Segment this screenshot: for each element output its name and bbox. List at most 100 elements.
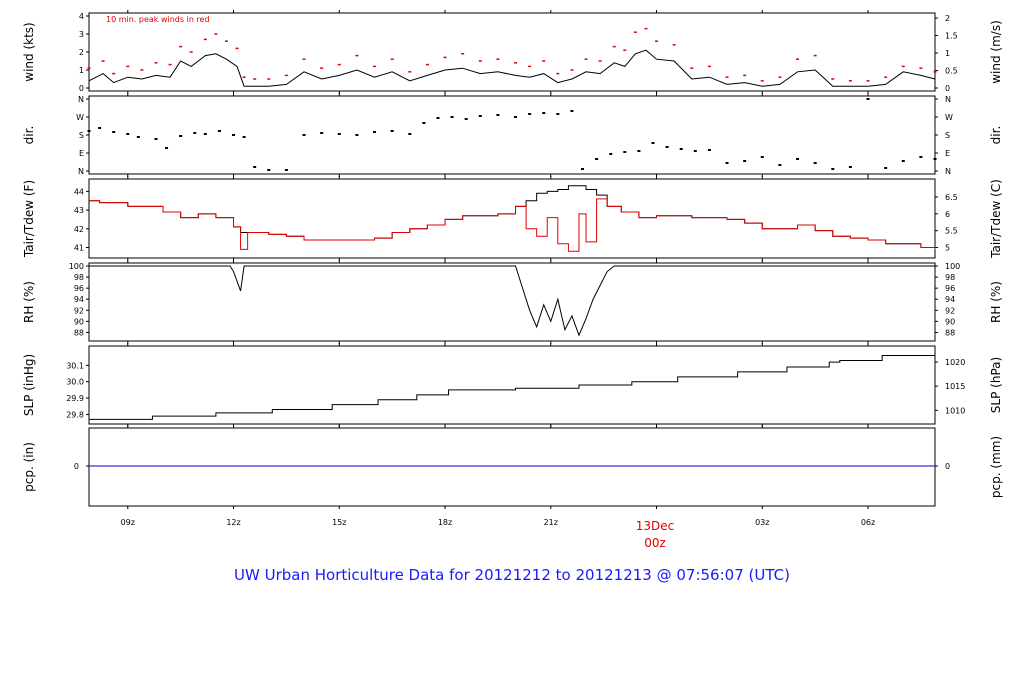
peak-wind-point xyxy=(242,76,246,78)
dir-point xyxy=(337,133,341,135)
dir-point xyxy=(796,158,800,160)
peak-wind-point xyxy=(623,49,627,51)
dir-point xyxy=(284,169,288,171)
y-tick-label-temp: 44 xyxy=(74,187,84,196)
peak-wind-point xyxy=(126,65,130,68)
dir-point xyxy=(609,153,613,155)
peak-wind-point xyxy=(644,27,648,30)
peak-wind-point xyxy=(302,58,306,60)
y-tick-label-temp: 41 xyxy=(74,244,84,253)
x-tick-label: 09z xyxy=(121,518,135,527)
peak-wind-point xyxy=(101,60,105,62)
peak-wind-point xyxy=(284,74,288,77)
dir-point xyxy=(373,131,377,133)
x-tick-label: 18z xyxy=(438,518,452,527)
dir-point xyxy=(98,127,102,129)
peak-wind-point xyxy=(542,60,546,62)
dir-point xyxy=(651,142,655,144)
dir-point xyxy=(87,130,91,132)
peak-wind-point xyxy=(813,54,817,57)
y-tick-label-right-temp: 6 xyxy=(945,210,950,219)
dir-point xyxy=(693,150,697,152)
y-tick-label-slp: 29.8 xyxy=(66,410,84,419)
y-axis-label-rh: RH (%) xyxy=(22,281,36,323)
y-tick-label-wind: 2 xyxy=(79,48,84,57)
dir-point xyxy=(665,146,669,148)
peak-wind-point xyxy=(390,58,394,60)
y-tick-label-rh: 94 xyxy=(74,295,84,304)
peak-wind-annotation: 10 min. peak winds in red xyxy=(106,15,210,24)
dir-point xyxy=(743,160,747,162)
dir-point xyxy=(919,156,923,158)
y-tick-label-right-wind: 0.5 xyxy=(945,67,958,76)
y-axis-label-wind: wind (kts) xyxy=(22,22,36,81)
panel-frame-wind xyxy=(88,12,936,92)
y-tick-label-dir: W xyxy=(76,113,84,122)
footer-title: UW Urban Horticulture Data for 20121212 … xyxy=(234,566,790,584)
peak-wind-point xyxy=(690,67,694,69)
dir-point xyxy=(355,134,359,136)
dir-point xyxy=(436,117,440,119)
dir-point xyxy=(570,110,574,112)
y-tick-label-right-wind: 1 xyxy=(945,49,950,58)
y-tick-label-right-pcp: 0 xyxy=(945,462,950,471)
dir-point xyxy=(242,136,246,138)
dir-point xyxy=(217,130,221,132)
x-tick-label: 21z xyxy=(544,518,558,527)
peak-wind-point xyxy=(154,62,158,64)
dir-point xyxy=(884,167,888,169)
peak-wind-point xyxy=(725,76,729,78)
y-tick-label-rh: 92 xyxy=(74,306,84,315)
dir-point xyxy=(450,116,454,118)
y-tick-label-rh: 96 xyxy=(74,284,84,293)
peak-wind-point xyxy=(267,78,271,80)
peak-wind-point xyxy=(584,58,588,60)
day-label-hour: 00z xyxy=(644,536,666,550)
dir-point xyxy=(496,114,500,116)
dir-point xyxy=(136,136,140,138)
peak-wind-point xyxy=(189,51,193,53)
y-tick-label-right-rh: 100 xyxy=(945,262,960,271)
dir-point xyxy=(267,169,271,171)
peak-wind-point xyxy=(168,63,172,66)
dir-point xyxy=(707,149,711,151)
y-axis-label-right-pcp: pcp. (mm) xyxy=(989,436,1003,498)
dir-point xyxy=(232,134,236,136)
y-axis-label-dir: dir. xyxy=(22,126,36,145)
dir-point xyxy=(203,133,207,135)
dir-point xyxy=(154,138,158,140)
y-tick-label-right-rh: 94 xyxy=(945,295,955,304)
peak-wind-point xyxy=(760,80,764,82)
y-tick-label-right-rh: 98 xyxy=(945,273,955,282)
panel-frame-slp xyxy=(88,345,936,425)
peak-wind-point xyxy=(179,45,183,48)
dir-point xyxy=(679,148,683,150)
dir-point xyxy=(528,113,532,115)
y-tick-label-dir: N xyxy=(78,167,84,176)
dir-point xyxy=(725,162,729,164)
peak-wind-point xyxy=(556,72,560,75)
peak-wind-point xyxy=(425,63,429,66)
y-tick-label-temp: 42 xyxy=(74,225,84,234)
peak-wind-point xyxy=(87,67,91,69)
peak-wind-point xyxy=(919,67,923,69)
x-tick-label: 06z xyxy=(861,518,875,527)
y-tick-label-right-dir: E xyxy=(945,149,950,158)
dir-point xyxy=(542,112,546,114)
panel-frame-pcp xyxy=(88,427,936,507)
dir-point xyxy=(253,166,257,168)
y-tick-label-right-rh: 92 xyxy=(945,306,955,315)
peak-wind-point xyxy=(203,38,207,41)
dir-point xyxy=(813,162,817,164)
y-tick-label-right-dir: S xyxy=(945,131,950,140)
peak-wind-point xyxy=(655,40,659,42)
series-line-wind xyxy=(88,49,936,87)
peak-wind-point xyxy=(848,80,852,82)
y-tick-label-right-wind: 0 xyxy=(945,84,950,93)
y-tick-label-right-temp: 5.5 xyxy=(945,227,958,236)
peak-wind-point xyxy=(707,65,711,68)
y-axis-label-right-rh: RH (%) xyxy=(989,281,1003,323)
y-tick-label-wind: 0 xyxy=(79,84,84,93)
